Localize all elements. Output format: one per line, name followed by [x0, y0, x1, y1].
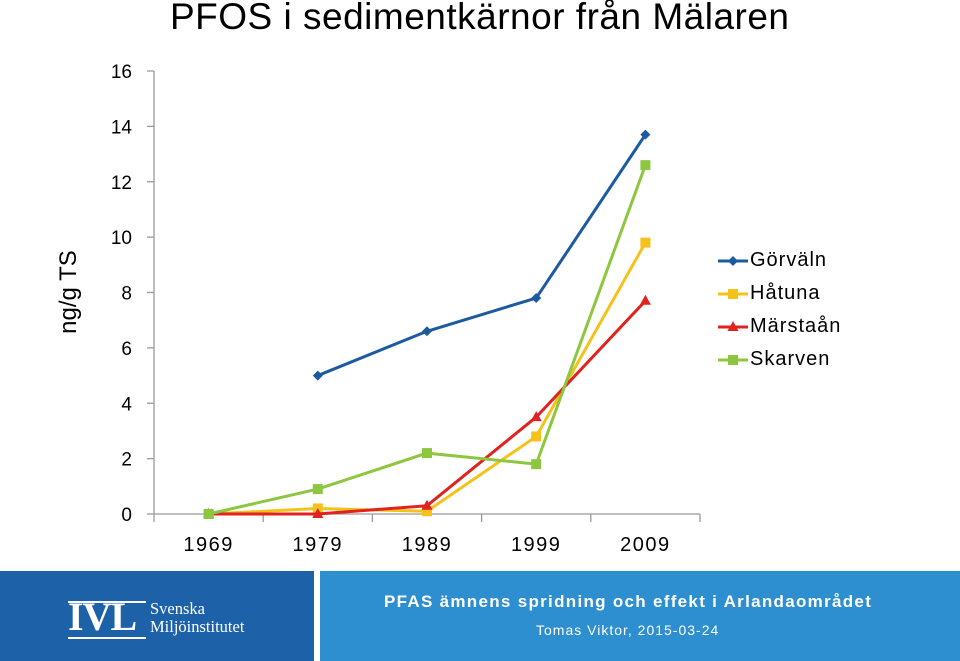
legend-swatch [718, 254, 748, 268]
ivl-logo: IVL [68, 594, 137, 639]
y-tick-label: 12 [111, 173, 132, 194]
logo-text-miljoinstitutet: Miljöinstitutet [150, 617, 245, 636]
legend-item: Håtuna [718, 277, 841, 310]
footer-logo-panel: IVL Svenska Miljöinstitutet [0, 571, 314, 661]
footer-title-panel [320, 571, 960, 661]
legend-swatch [718, 287, 748, 301]
y-tick-label: 10 [111, 228, 132, 249]
data-point-skarven [203, 509, 214, 519]
y-tick-label: 0 [121, 505, 132, 526]
x-tick-label: 2009 [620, 534, 671, 556]
data-point-skarven [312, 484, 323, 495]
footer-title: PFAS ämnens spridning och effekt i Arlan… [384, 592, 873, 611]
data-point-skarven [531, 459, 542, 470]
data-point-hatuna [640, 237, 651, 248]
legend-item: Görväln [718, 244, 841, 277]
x-tick-label: 1969 [183, 534, 234, 556]
legend-label: Märstaån [750, 315, 842, 337]
x-tick-label: 1989 [402, 534, 453, 556]
footer-author: Tomas Viktor, 2015-03-24 [536, 622, 720, 638]
data-point-hatuna [422, 506, 432, 517]
legend-item: Märstaån [718, 310, 841, 343]
legend-swatch [718, 353, 748, 367]
series-line-hatuna [208, 241, 647, 516]
data-point-gorvaln [531, 293, 542, 304]
logo-text-svenska: Svenska [150, 599, 205, 618]
data-point-marstaan [530, 411, 542, 422]
data-point-marstaan [421, 499, 433, 510]
series-line-gorvaln [317, 133, 647, 377]
footer-bar: IVL Svenska Miljöinstitutet PFAS ämnens … [0, 571, 960, 661]
data-point-hatuna [531, 431, 542, 442]
data-point-gorvaln [640, 129, 651, 140]
logo-top-rule [68, 601, 146, 603]
y-tick-label: 6 [121, 339, 132, 360]
chart-legend: Görväln Håtuna Märstaån Skarven [718, 244, 841, 376]
chart-title: PFOS i sedimentkärnor från Mälaren [170, 0, 790, 37]
x-tick-label: 1979 [293, 534, 344, 556]
legend-item: Skarven [718, 343, 841, 376]
data-point-marstaan [312, 508, 324, 518]
legend-label: Skarven [750, 348, 831, 370]
y-tick-label: 2 [121, 450, 132, 471]
legend-label: Görväln [750, 249, 828, 271]
data-point-skarven [422, 448, 432, 459]
data-point-skarven [640, 160, 651, 171]
y-tick-label: 14 [111, 117, 133, 138]
y-tick-label: 16 [111, 62, 132, 83]
legend-label: Håtuna [750, 282, 821, 304]
x-tick-label: 1999 [511, 534, 562, 556]
data-point-gorvaln [422, 326, 432, 337]
y-tick-label: 8 [121, 284, 132, 305]
series-line-skarven [208, 164, 647, 516]
legend-swatch [718, 320, 748, 334]
data-point-marstaan [639, 294, 651, 305]
data-point-gorvaln [312, 370, 323, 381]
line-chart: 0 2 4 6 8 10 12 14 16 1969 1979 1989 1999 2009 [111, 62, 701, 556]
logo-bottom-rule [68, 637, 146, 639]
y-tick-label: 4 [121, 394, 132, 415]
